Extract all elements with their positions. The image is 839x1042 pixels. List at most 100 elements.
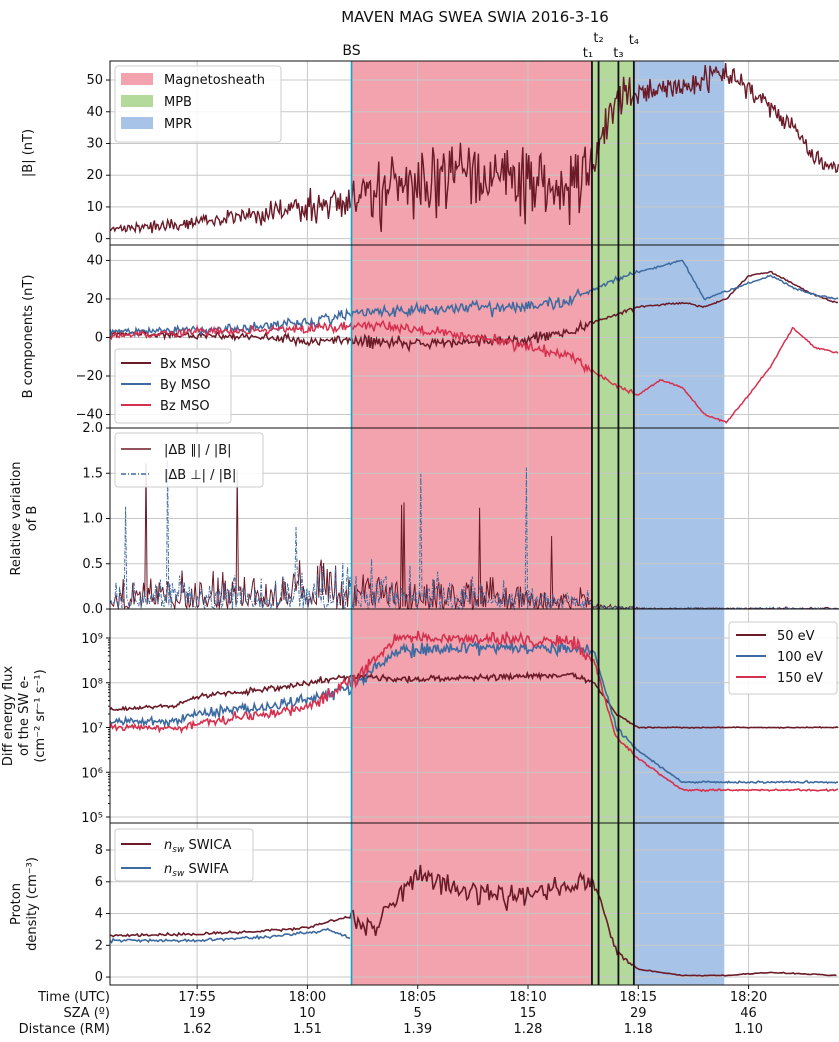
y-axis-label: B components (nT) (21, 275, 36, 399)
series-flux-50-ev (109, 670, 839, 730)
legend-entry: Bz MSO (160, 399, 210, 414)
y-tick-label: 1.0 (82, 512, 103, 527)
boundary-label-t1: t₁ (583, 46, 593, 61)
legend-entry: |ΔB ⊥| / |B| (164, 468, 236, 483)
y-tick-label: 10⁹ (81, 632, 103, 647)
x-tick-time: 18:10 (509, 990, 546, 1005)
y-axis-label-line: Diff energy flux (1, 666, 16, 767)
x-tick-time: 18:00 (289, 990, 326, 1005)
y-tick-label: 1.5 (82, 466, 103, 481)
boundary-label-t2: t₂ (593, 31, 603, 46)
region-mpr (633, 61, 725, 985)
y-tick-label: 20 (86, 292, 103, 307)
x-tick-distance: 1.51 (293, 1022, 322, 1037)
x-tick-sza: 46 (740, 1006, 757, 1021)
legend-swatch (121, 117, 153, 129)
series-flux-100-ev (109, 640, 839, 784)
x-tick-sza: 19 (189, 1006, 206, 1021)
legend-entry: nsw SWIFA (164, 862, 229, 879)
y-tick-label: 10⁸ (81, 677, 103, 692)
x-tick-distance: 1.39 (403, 1022, 432, 1037)
y-axis-label-line: Relative variation (9, 461, 24, 575)
y-tick-label: 2 (95, 938, 103, 953)
y-axis-label-line: density (cm⁻³) (25, 857, 40, 951)
y-tick-label: 0.0 (82, 602, 103, 617)
legend-swatch (121, 95, 153, 107)
y-axis-label-line: of B (25, 506, 40, 532)
series-n_sw-swica (109, 864, 837, 977)
boundary-label-t3: t₃ (613, 46, 623, 61)
y-tick-label: 10 (86, 200, 103, 215)
y-tick-label: 6 (95, 875, 103, 890)
y-tick-label: 20 (86, 168, 103, 183)
y-tick-label: 2.0 (82, 421, 103, 436)
y-tick-label: 40 (86, 253, 103, 268)
x-tick-time: 18:15 (620, 990, 657, 1005)
x-tick-sza: 10 (299, 1006, 316, 1021)
x-tick-time: 18:20 (730, 990, 767, 1005)
y-tick-label: 30 (86, 136, 103, 151)
legend-entry: |ΔB ∥| / |B| (164, 443, 232, 458)
series-n_sw-swifa (109, 927, 351, 944)
legend-relative-variation: |ΔB ∥| / |B| |ΔB ⊥| / |B| (114, 432, 264, 488)
y-tick-label: 8 (95, 843, 103, 858)
panel-frame (109, 822, 839, 986)
x-tick-distance: 1.28 (514, 1022, 543, 1037)
y-tick-label: 0 (95, 330, 103, 345)
x-row-label: SZA (º) (64, 1006, 110, 1021)
y-axis-label: Proton density (cm⁻³) (9, 857, 40, 951)
series-flux-150-ev (109, 630, 839, 793)
y-tick-label: −20 (76, 369, 103, 384)
y-tick-label: 0.5 (82, 557, 103, 572)
legend-electron-flux: 50 eV 100 eV 150 eV (728, 621, 838, 695)
legend-entry: nsw SWICA (164, 838, 231, 855)
legend-entry: 150 eV (777, 671, 823, 686)
y-axis-label-line: B components (nT) (21, 275, 36, 399)
x-tick-sza: 5 (414, 1006, 422, 1021)
x-tick-distance: 1.62 (183, 1022, 212, 1037)
y-axis-label-line: |B| (nT) (21, 129, 36, 177)
y-tick-label: 4 (95, 907, 103, 922)
y-axis-label-line: (cm⁻² sr⁻¹ s⁻¹) (33, 669, 48, 762)
y-tick-label: 0 (95, 970, 103, 985)
y-tick-label: −40 (76, 408, 103, 423)
x-tick-time: 18:05 (399, 990, 436, 1005)
series-b-magnitude (109, 63, 839, 235)
x-row-label: Distance (RM) (19, 1022, 110, 1037)
y-tick-label: 10⁶ (81, 766, 103, 781)
y-tick-label: 50 (86, 73, 103, 88)
y-axis-label: Relative variation of B (9, 461, 40, 575)
y-tick-label: 40 (86, 105, 103, 120)
legend-swatch (121, 73, 153, 85)
legend-entry: Magnetosheath (164, 73, 265, 88)
y-axis-label-line: of the SW e- (17, 676, 32, 756)
x-tick-sza: 29 (630, 1006, 647, 1021)
x-tick-distance: 1.18 (624, 1022, 653, 1037)
legend-entry: Bx MSO (160, 357, 210, 372)
legend-entry: 100 eV (777, 650, 823, 665)
boundary-label-bs: BS (342, 43, 360, 59)
legend-entry: MPR (164, 117, 192, 132)
y-axis-label-line: Proton (9, 883, 24, 925)
legend-regions: Magnetosheath MPB MPR (114, 65, 282, 143)
y-tick-label: 0 (95, 232, 103, 247)
legend-entry: MPB (164, 95, 192, 110)
y-axis-label: |B| (nT) (21, 129, 36, 177)
x-tick-time: 17:55 (178, 990, 215, 1005)
boundary-label-t4: t₄ (629, 33, 639, 48)
x-tick-sza: 15 (520, 1006, 537, 1021)
y-tick-label: 10⁵ (81, 811, 103, 826)
series-delta-b-perp (109, 460, 839, 611)
y-axis-label: Diff energy flux of the SW e- (cm⁻² sr⁻¹ s… (1, 666, 48, 767)
y-tick-label: 10⁷ (81, 722, 103, 737)
x-tick-distance: 1.10 (734, 1022, 763, 1037)
legend-entry: 50 eV (777, 629, 815, 644)
legend-components: Bx MSO By MSO Bz MSO (114, 348, 232, 424)
series-bx-mso (109, 270, 839, 353)
series-bz-mso (109, 319, 839, 424)
legend-proton-density: nsw SWICA nsw SWIFA (114, 828, 254, 882)
chart-title: MAVEN MAG SWEA SWIA 2016-3-16 (341, 8, 609, 26)
legend-entry: By MSO (160, 378, 210, 393)
region-magnetosheath (351, 61, 592, 985)
